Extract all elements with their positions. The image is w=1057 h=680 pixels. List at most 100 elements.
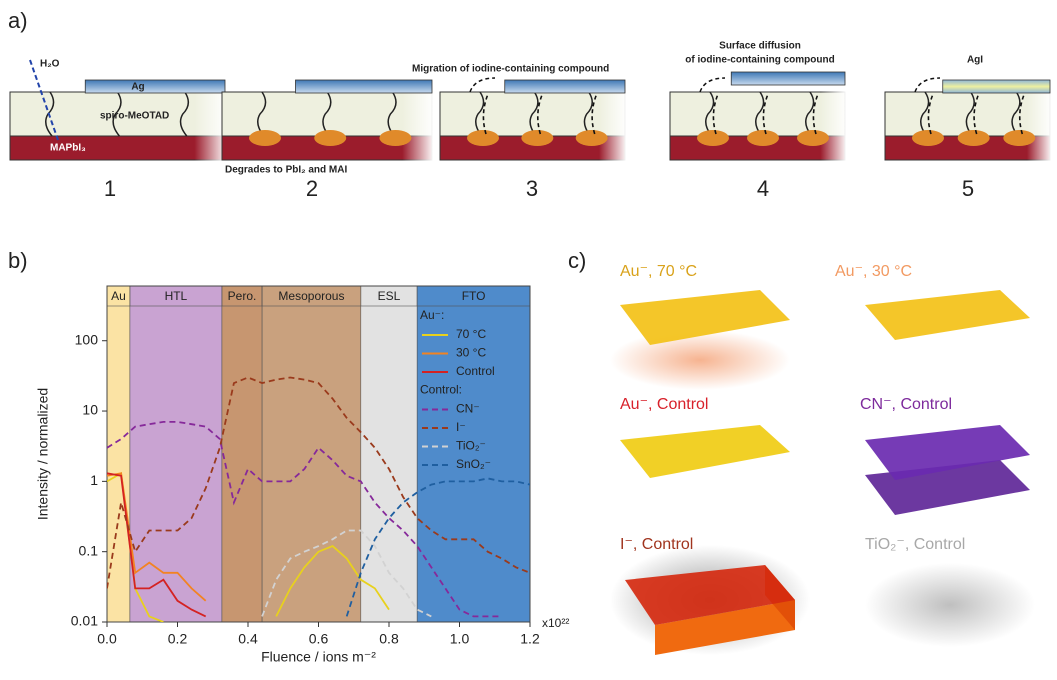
pbi2-grain <box>521 130 554 146</box>
pbi2-grain <box>575 130 608 146</box>
step-text: MAPbI₃ <box>50 143 86 154</box>
region <box>261 285 362 623</box>
step-text: Surface diffusion <box>719 41 801 52</box>
step-text: H₂O <box>40 59 60 70</box>
image-label: CN⁻, Control <box>860 396 952 413</box>
legend-label: 70 °C <box>456 327 486 341</box>
x-tick-label: 1.2 <box>520 631 540 647</box>
migration-arrow <box>712 93 719 135</box>
panel-a: 1 2 3 4 5 H₂O Ag spiro-MeOTAD MAPbI₃ Degrades to … <box>9 41 1052 201</box>
image-label: TiO₂⁻, Control <box>865 536 965 553</box>
step-number: 1 <box>104 176 116 201</box>
ion-slab <box>625 565 795 625</box>
ion-cloud <box>610 330 790 390</box>
ion-slab <box>865 425 1030 480</box>
electrode <box>84 79 226 94</box>
electrode <box>295 79 433 94</box>
step-text: AgI <box>967 55 983 66</box>
x-tick-label: 0.2 <box>168 631 188 647</box>
legend-label: I⁻ <box>456 420 466 434</box>
region-label: Au <box>111 289 126 303</box>
fade <box>670 90 847 162</box>
series-line <box>107 472 207 618</box>
pbi2-grain <box>249 130 281 146</box>
series-line <box>107 421 502 618</box>
step-number: 3 <box>526 176 538 201</box>
migration-arrow <box>762 93 769 135</box>
step-text: Ag <box>131 82 144 93</box>
legend-label: TiO₂⁻ <box>456 439 486 453</box>
legend-group-title: Au⁻: <box>420 308 444 322</box>
ion-cloud <box>865 563 1035 647</box>
panel-b: Au HTL Pero. Mesoporous ESL FTO 0.01 0.1 1 10 100 0… <box>35 285 569 665</box>
migration-arrow <box>537 93 544 135</box>
region <box>129 285 223 623</box>
x-tick-label: 1.0 <box>450 631 470 647</box>
fade <box>440 90 627 162</box>
y-tick-label: 10 <box>82 402 98 418</box>
y-tick-label: 0.1 <box>79 542 99 558</box>
step-number: 4 <box>757 176 769 201</box>
step-text: of iodine-containing compound <box>685 55 834 66</box>
region <box>221 285 263 623</box>
slab-side <box>655 600 795 655</box>
escape-arrow <box>699 77 726 93</box>
region <box>416 285 531 623</box>
step-number: 2 <box>306 176 318 201</box>
escape-arrow <box>914 77 941 93</box>
legend-label: SnO₂⁻ <box>456 457 491 471</box>
region-label: ESL <box>378 289 401 303</box>
grain-boundary <box>387 91 397 137</box>
legend-label: 30 °C <box>456 346 486 360</box>
pbi2-grain <box>314 130 347 146</box>
region <box>106 285 131 623</box>
step-text: spiro-MeOTAD <box>100 111 169 122</box>
x-tick-label: 0.4 <box>238 631 258 647</box>
pbi2-grain <box>957 130 990 146</box>
series-line <box>345 477 530 617</box>
grain-boundary <box>322 91 332 137</box>
region-label: Mesoporous <box>278 289 344 303</box>
y-tick-label: 1 <box>90 472 98 488</box>
pbi2-grain <box>467 130 499 146</box>
migration-arrow <box>482 93 489 135</box>
grain-boundary <box>705 91 715 137</box>
legend-label: CN⁻ <box>456 402 480 416</box>
electrode <box>942 79 1051 94</box>
x-multiplier: x10²² <box>542 616 569 630</box>
image-label: I⁻, Control <box>620 536 693 553</box>
escape-arrow <box>469 77 496 93</box>
step-text: Degrades to PbI₂ and MAI <box>225 165 347 176</box>
x-axis-label: Fluence / ions m⁻² <box>261 649 376 665</box>
step-number: 5 <box>962 176 974 201</box>
ion-slab <box>620 425 790 478</box>
series-line <box>107 376 530 589</box>
y-axis-label: Intensity / normalized <box>35 388 51 520</box>
fade <box>222 90 434 162</box>
image-label: Au⁻, 70 °C <box>620 263 697 280</box>
grain-boundary <box>583 91 593 137</box>
region-label: HTL <box>165 289 188 303</box>
region-label: FTO <box>462 289 486 303</box>
migration-arrow <box>973 93 980 135</box>
image-label: Au⁻, Control <box>620 396 708 413</box>
electrode <box>504 79 626 94</box>
grain-boundary <box>179 91 190 137</box>
series-line <box>261 529 432 618</box>
fade <box>885 90 1052 162</box>
pbi2-grain <box>797 130 829 146</box>
migration-arrow <box>812 93 819 135</box>
ion-slab <box>865 290 1030 340</box>
pbi2-grain <box>379 130 412 146</box>
image-label: Au⁻, 30 °C <box>835 263 912 280</box>
grain-boundary <box>475 91 485 137</box>
panel-label: a) <box>8 8 28 33</box>
region <box>360 285 418 623</box>
step-text: Migration of iodine-containing compound <box>412 64 609 75</box>
fade <box>10 90 227 162</box>
panel-label: b) <box>8 248 28 273</box>
region-label: Pero. <box>228 289 257 303</box>
pbi2-grain <box>747 130 779 146</box>
grain-boundary <box>112 91 122 137</box>
